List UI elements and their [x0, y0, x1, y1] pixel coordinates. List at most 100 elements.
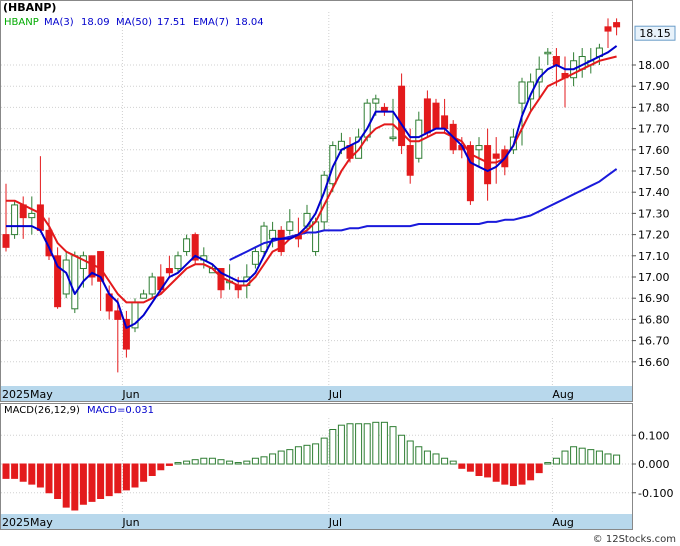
price-tick-label: 16.80 [638, 313, 670, 326]
price-tick-label: 16.60 [638, 356, 670, 369]
candle-up [355, 136, 363, 159]
macd-bar-positive [363, 423, 371, 465]
macd-bar-positive [441, 457, 449, 465]
macd-tick-label: 0.100 [638, 429, 670, 442]
macd-bar-positive [251, 457, 259, 465]
candle-up [372, 98, 380, 104]
macd-y-axis: 0.100 0.000 -0.100 [632, 429, 673, 500]
price-tick-label: 17.90 [638, 80, 670, 93]
candle-down [114, 310, 122, 320]
macd-bar-positive [208, 457, 216, 465]
macd-bar-negative [71, 463, 79, 511]
price-tick-label: 17.50 [638, 165, 670, 178]
price-tick-label: 17.10 [638, 250, 670, 263]
price-tick-label: 17.40 [638, 186, 670, 199]
macd-bar-positive [406, 440, 414, 465]
month-label: Jun [121, 516, 139, 529]
candle-up [260, 225, 268, 253]
candle-up [140, 293, 148, 299]
candle-down [492, 153, 500, 159]
candle-down [191, 234, 199, 261]
candle-up [544, 51, 552, 55]
macd-bar-negative [97, 463, 105, 499]
candle-down [466, 145, 474, 202]
candle-down [398, 85, 406, 147]
macd-bar-negative [466, 463, 474, 472]
macd-bar-positive [587, 449, 595, 465]
candle-down [2, 234, 10, 248]
macd-bar-negative [79, 463, 87, 505]
chart-title: (HBANP) [3, 1, 56, 14]
macd-bar-negative [165, 463, 173, 466]
candle-down [432, 102, 440, 130]
macd-bar-positive [320, 437, 328, 465]
macd-bar-positive [544, 462, 552, 465]
macd-bar-negative [62, 463, 70, 508]
x-axis-labels: 2025May 2025May Jun Jun Jul Jul Aug Aug [2, 388, 574, 529]
macd-bar-negative [19, 463, 27, 482]
macd-bar-positive [183, 460, 191, 465]
macd-bar-positive [398, 434, 406, 465]
candle-down [122, 318, 130, 350]
candle-up [183, 238, 191, 253]
price-tick-label: 16.70 [638, 335, 670, 348]
macd-bar-negative [11, 463, 19, 479]
candle-up [71, 255, 79, 310]
macd-bar-positive [423, 450, 431, 465]
price-tick-label: 17.70 [638, 123, 670, 136]
candle-up [312, 221, 320, 253]
macd-bar-negative [535, 463, 543, 474]
candle-up [148, 276, 156, 295]
macd-bar-positive [613, 454, 621, 465]
macd-bar-positive [303, 444, 311, 465]
candle-up [62, 259, 70, 295]
price-tick-label: 17.20 [638, 229, 670, 242]
macd-bar-negative [518, 463, 526, 485]
candle-down [423, 98, 431, 134]
candle-up [475, 145, 483, 151]
macd-bar-positive [217, 459, 225, 465]
month-label: Jul [328, 516, 342, 529]
macd-tick-label: 0.000 [638, 458, 670, 471]
candle-up [11, 204, 19, 236]
macd-x-axis-band [1, 514, 632, 529]
month-label: Jun [121, 388, 139, 401]
legend-ma3-label: MA(3) [44, 17, 74, 28]
macd-tick-label: -0.100 [638, 487, 673, 500]
candle-up [28, 212, 36, 219]
macd-bar-positive [277, 450, 285, 465]
watermark: © 12Stocks.com [593, 534, 676, 545]
legend-ma50-label: MA(50) [116, 17, 152, 28]
macd-bar-positive [372, 421, 380, 465]
price-tick-label: 17.30 [638, 207, 670, 220]
macd-bar-positive [561, 450, 569, 465]
last-price-text: 18.15 [639, 27, 671, 40]
indicator-legend: HBANP MA(3) 18.09 MA(50) 17.51 EMA(7) 18… [4, 17, 264, 28]
month-label: Aug [552, 516, 573, 529]
macd-bar-positive [449, 460, 457, 465]
macd-bar-negative [501, 463, 509, 485]
price-panel [0, 0, 633, 402]
candle-down [277, 229, 285, 253]
macd-bar-positive [578, 447, 586, 465]
macd-bar-positive [346, 423, 354, 465]
ma3-line [6, 45, 618, 329]
candle-down [441, 115, 449, 130]
macd-bar-negative [148, 463, 156, 476]
macd-bar-negative [105, 463, 113, 497]
macd-bar-positive [570, 446, 578, 465]
macd-bar-positive [226, 460, 234, 465]
moving-average-lines [6, 45, 618, 329]
price-tick-label: 17.80 [638, 101, 670, 114]
month-label: Aug [552, 388, 573, 401]
macd-label: MACD(26,12,9) [4, 405, 80, 416]
macd-bar-negative [492, 463, 500, 482]
macd-bar-negative [527, 463, 535, 481]
macd-bar-negative [36, 463, 44, 488]
candle-down [406, 145, 414, 176]
legend-ma3-value: 18.09 [81, 17, 110, 28]
macd-bar-negative [458, 463, 466, 469]
candle-up [251, 251, 259, 265]
macd-bar-negative [484, 463, 492, 478]
